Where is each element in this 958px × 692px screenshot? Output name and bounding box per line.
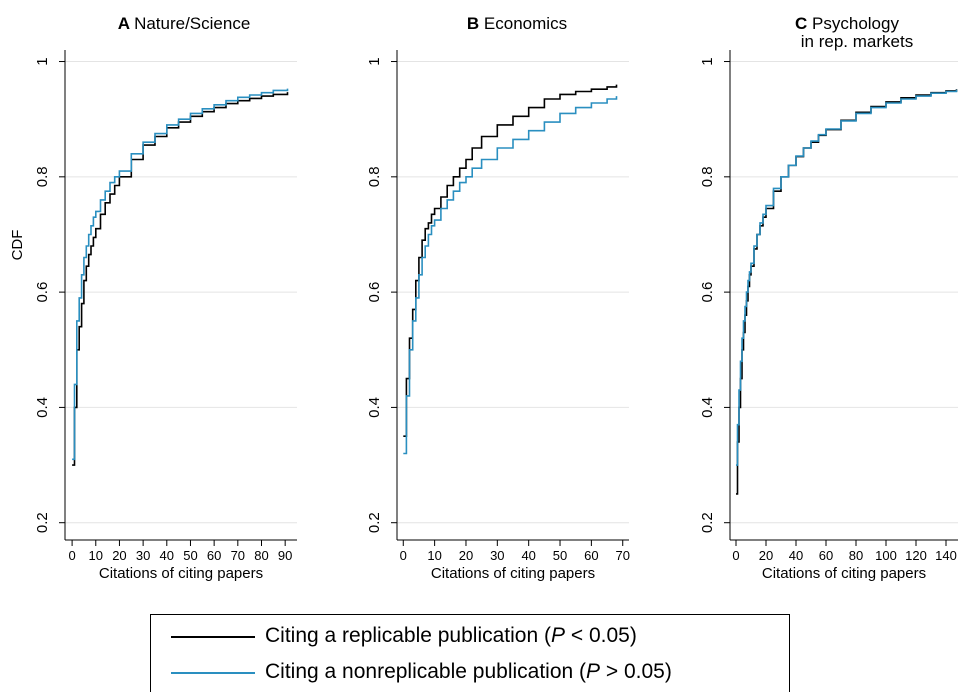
- x-tick-label: 70: [615, 548, 629, 563]
- x-tick-label: 0: [68, 548, 75, 563]
- x-tick-label: 80: [254, 548, 268, 563]
- series-replicable-line: [72, 92, 289, 466]
- x-axis-label: Citations of citing papers: [762, 565, 926, 582]
- x-tick-label: 30: [136, 548, 150, 563]
- series-replicable-line: [403, 84, 618, 437]
- y-tick-label: 0.6: [699, 282, 716, 303]
- y-tick-label: 0.2: [366, 512, 383, 533]
- x-tick-label: 40: [521, 548, 535, 563]
- x-tick-label: 0: [732, 548, 739, 563]
- y-tick-label: 0.4: [34, 397, 51, 418]
- x-tick-label: 20: [112, 548, 126, 563]
- y-tick-label: 1: [34, 57, 51, 65]
- x-axis-label: Citations of citing papers: [431, 565, 595, 582]
- y-tick-label: 0.2: [699, 512, 716, 533]
- panel-title: C Psychology: [795, 14, 899, 33]
- x-tick-label: 120: [905, 548, 927, 563]
- y-tick-label: 0.6: [366, 282, 383, 303]
- x-tick-label: 100: [875, 548, 897, 563]
- y-tick-label: 0.6: [34, 282, 51, 303]
- panel-title-line2: in rep. markets: [801, 32, 913, 51]
- x-tick-label: 50: [183, 548, 197, 563]
- series-nonreplicable-line: [403, 96, 618, 455]
- y-tick-label: 1: [699, 57, 716, 65]
- x-tick-label: 40: [160, 548, 174, 563]
- y-tick-label: 0.2: [34, 512, 51, 533]
- x-tick-label: 20: [459, 548, 473, 563]
- y-tick-label: 0.8: [699, 166, 716, 187]
- legend-label-replicable: Citing a replicable publication (P < 0.0…: [265, 624, 637, 647]
- series-nonreplicable-line: [72, 88, 289, 461]
- legend-swatch-nonreplicable: [171, 672, 255, 674]
- y-tick-label: 0.8: [34, 166, 51, 187]
- y-tick-label: 0.4: [699, 397, 716, 418]
- x-tick-label: 40: [789, 548, 803, 563]
- x-tick-label: 70: [231, 548, 245, 563]
- x-tick-label: 20: [759, 548, 773, 563]
- x-tick-label: 10: [89, 548, 103, 563]
- panel-title: A Nature/Science: [118, 14, 251, 33]
- x-tick-label: 30: [490, 548, 504, 563]
- x-tick-label: 0: [400, 548, 407, 563]
- x-tick-label: 60: [584, 548, 598, 563]
- panel-title: B Economics: [467, 14, 567, 33]
- series-replicable-line: [736, 89, 958, 495]
- x-tick-label: 10: [427, 548, 441, 563]
- x-tick-label: 60: [207, 548, 221, 563]
- y-tick-label: 0.4: [366, 397, 383, 418]
- x-tick-label: 50: [553, 548, 567, 563]
- x-axis-label: Citations of citing papers: [99, 565, 263, 582]
- x-tick-label: 140: [935, 548, 957, 563]
- legend-label-nonreplicable: Citing a nonreplicable publication (P > …: [265, 660, 672, 683]
- y-tick-label: 0.8: [366, 166, 383, 187]
- series-nonreplicable-line: [736, 89, 958, 466]
- y-tick-label: 1: [366, 57, 383, 65]
- x-tick-label: 60: [819, 548, 833, 563]
- legend: Citing a replicable publication (P < 0.0…: [150, 614, 790, 692]
- x-tick-label: 90: [278, 548, 292, 563]
- legend-swatch-replicable: [171, 636, 255, 638]
- y-axis-label: CDF: [9, 230, 26, 261]
- x-tick-label: 80: [849, 548, 863, 563]
